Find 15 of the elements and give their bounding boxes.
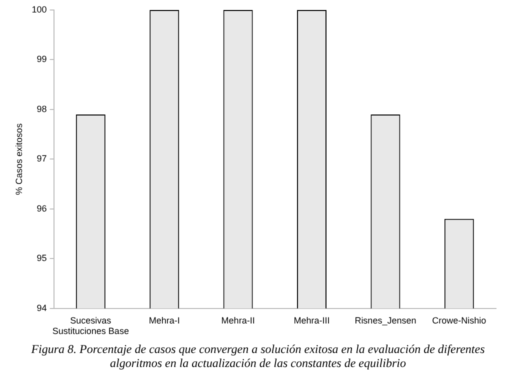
y-tick-label: 100	[32, 4, 47, 14]
y-tick-label: 96	[36, 203, 47, 214]
x-tick-label: Risnes_Jensen	[354, 315, 416, 326]
y-tick-label: 97	[36, 154, 47, 164]
y-axis-title: % Casos exitosos	[14, 122, 24, 195]
text: Figura 8. Porcentaje de casos que convergen a solución exitosa en la evaluación de diferentes algoritmos en la actualización de las constantes de equilibrio	[30, 342, 486, 370]
y-tick-label: 94	[36, 302, 47, 313]
y-tick-label: 98	[36, 104, 47, 114]
x-tick-label: Mehra-III	[294, 315, 330, 326]
x-tick-label: Mehra-I	[148, 315, 180, 326]
x-tick-label: Sucesivas Sustituciones Base	[52, 315, 129, 336]
x-tick-label: Mehra-II	[221, 315, 255, 326]
x-tick-label: Crowe-Nishio	[432, 315, 486, 326]
y-tick-label: 99	[36, 54, 47, 64]
y-tick-label: 95	[36, 253, 47, 264]
